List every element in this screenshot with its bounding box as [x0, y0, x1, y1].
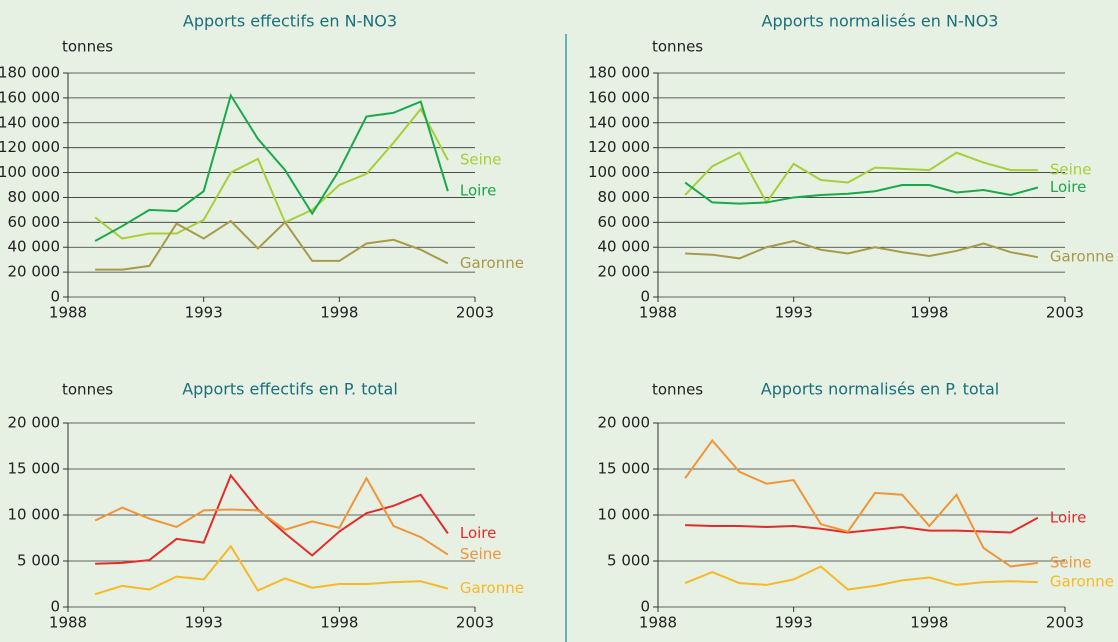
- y-tick-label: 180 000: [0, 64, 60, 82]
- series-line: [685, 516, 1039, 534]
- series-label: Seine: [1050, 161, 1092, 179]
- x-tick-label: 1998: [910, 614, 948, 632]
- x-tick-label: 1988: [49, 304, 87, 322]
- x-tick-label: 1988: [639, 304, 677, 322]
- series-line: [94, 107, 449, 240]
- series-line: [684, 151, 1038, 205]
- y-axis-label: tonnes: [652, 381, 703, 399]
- y-tick-label: 10 000: [598, 506, 651, 524]
- y-tick-label: 140 000: [588, 113, 650, 131]
- y-tick-label: 5 000: [607, 552, 650, 570]
- x-tick-label: 2003: [1046, 304, 1084, 322]
- y-tick-label: 120 000: [0, 138, 60, 156]
- series-label: Garonne: [460, 254, 524, 272]
- x-tick-label: 1993: [185, 614, 223, 632]
- x-tick-label: 2003: [456, 614, 494, 632]
- x-tick-label: 1988: [49, 614, 87, 632]
- series-label: Seine: [1050, 553, 1092, 571]
- series-label: Garonne: [1050, 248, 1114, 266]
- y-axis-label: tonnes: [652, 38, 703, 56]
- series-line: [685, 239, 1039, 260]
- series-line: [94, 544, 449, 596]
- series-label: Seine: [460, 545, 502, 563]
- y-tick-label: 20 000: [598, 414, 651, 432]
- series-line: [94, 92, 449, 242]
- y-tick-label: 20 000: [598, 263, 651, 281]
- chart-title: Apports effectifs en P. total: [182, 380, 398, 399]
- series-label: Loire: [1050, 178, 1087, 196]
- y-tick-label: 60 000: [598, 213, 651, 231]
- series-line: [94, 476, 449, 556]
- series-label: Garonne: [460, 579, 524, 597]
- y-tick-label: 180 000: [588, 64, 650, 82]
- y-tick-label: 40 000: [8, 238, 61, 256]
- y-tick-label: 20 000: [8, 263, 61, 281]
- y-tick-label: 120 000: [588, 138, 650, 156]
- y-tick-label: 100 000: [588, 163, 650, 181]
- y-tick-label: 20 000: [8, 414, 61, 432]
- series-line: [684, 181, 1039, 205]
- x-tick-label: 1998: [910, 304, 948, 322]
- x-tick-label: 1993: [185, 304, 223, 322]
- series-label: Loire: [1050, 508, 1087, 526]
- y-tick-label: 160 000: [0, 88, 60, 106]
- y-tick-label: 100 000: [0, 163, 60, 181]
- x-tick-label: 1993: [775, 614, 813, 632]
- series-label: Loire: [460, 182, 497, 200]
- y-tick-label: 10 000: [8, 506, 61, 524]
- x-tick-label: 1998: [320, 304, 358, 322]
- chart-title: Apports normalisés en N-NO3: [762, 12, 999, 31]
- series-label: Garonne: [1050, 573, 1114, 591]
- y-tick-label: 0: [640, 288, 650, 306]
- y-tick-label: 40 000: [598, 238, 651, 256]
- x-tick-label: 1993: [775, 304, 813, 322]
- y-tick-label: 160 000: [588, 88, 650, 106]
- series-line: [684, 438, 1039, 568]
- series-line: [684, 565, 1038, 591]
- y-tick-label: 15 000: [8, 460, 61, 478]
- y-axis-label: tonnes: [62, 381, 113, 399]
- y-tick-label: 0: [50, 598, 60, 616]
- x-tick-label: 2003: [1046, 614, 1084, 632]
- y-axis-label: tonnes: [62, 38, 113, 56]
- y-tick-label: 5 000: [17, 552, 60, 570]
- x-tick-label: 1998: [320, 614, 358, 632]
- x-tick-label: 2003: [456, 304, 494, 322]
- y-tick-label: 80 000: [598, 188, 651, 206]
- y-tick-label: 15 000: [598, 460, 651, 478]
- y-tick-label: 0: [50, 288, 60, 306]
- y-tick-label: 60 000: [8, 213, 61, 231]
- series-label: Loire: [460, 524, 497, 542]
- chart-title: Apports normalisés en P. total: [761, 380, 999, 399]
- chart-title: Apports effectifs en N-NO3: [183, 12, 397, 31]
- y-tick-label: 140 000: [0, 113, 60, 131]
- series-line: [95, 219, 449, 271]
- series-line: [95, 473, 449, 565]
- x-tick-label: 1988: [639, 614, 677, 632]
- y-tick-label: 80 000: [8, 188, 61, 206]
- series-label: Seine: [460, 151, 502, 169]
- y-tick-label: 0: [640, 598, 650, 616]
